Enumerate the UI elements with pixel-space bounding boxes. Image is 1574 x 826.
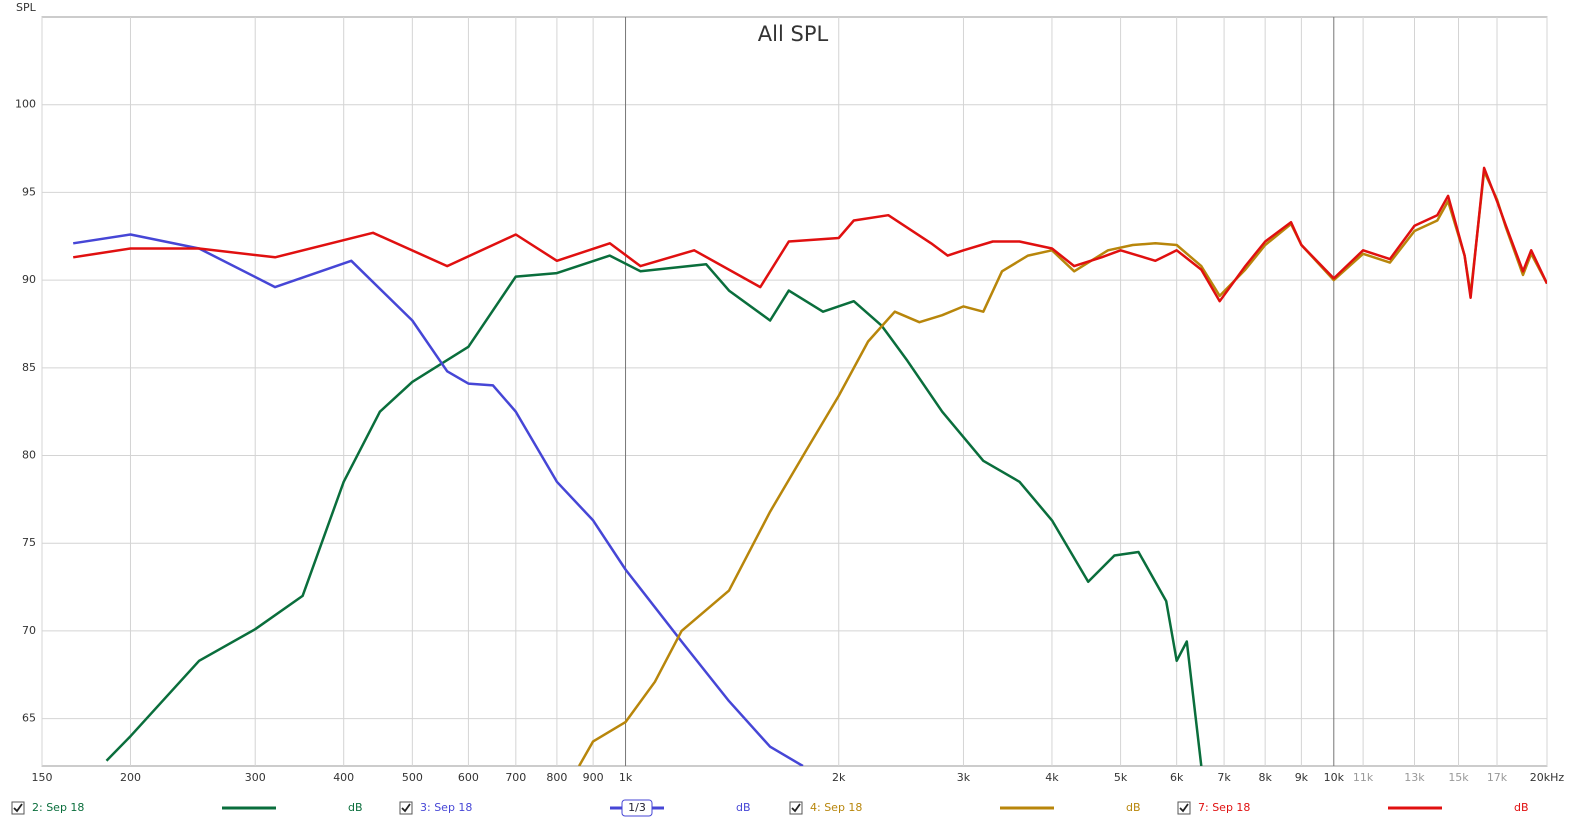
x-tick-label: 11k [1353,771,1374,784]
y-axis-label: SPL [16,1,37,14]
legend-checkmark [1179,803,1189,813]
x-tick-label: 2k [832,771,846,784]
chart-title: All SPL [758,22,829,46]
legend-checkbox[interactable] [399,801,413,815]
x-tick-label: 800 [546,771,567,784]
y-tick-label: 65 [22,712,36,725]
x-tick-label: 20kHz [1530,771,1565,784]
x-tick-label: 200 [120,771,141,784]
x-tick-label: 17k [1487,771,1508,784]
x-tick-label: 700 [505,771,526,784]
legend-checkmark [13,803,23,813]
legend-checkmark [401,803,411,813]
legend-checkbox[interactable] [1177,801,1191,815]
legend-label: 2: Sep 18 [32,801,84,814]
x-tick-label: 15k [1448,771,1469,784]
legend-label: 3: Sep 18 [420,801,472,814]
legend-item: 7: Sep 18 dB [1177,801,1529,815]
y-tick-label: 95 [22,185,36,198]
series-group [73,166,1547,766]
y-tick-label: 80 [22,449,36,462]
legend-checkbox[interactable] [789,801,803,815]
x-tick-label: 3k [957,771,971,784]
x-tick-label: 8k [1258,771,1272,784]
x-tick-label: 300 [245,771,266,784]
series-line [73,233,804,766]
plot-area [41,16,1548,767]
y-tick-label: 75 [22,536,36,549]
x-tick-label: 6k [1170,771,1184,784]
legend-item: 2: Sep 18 dB [11,801,363,815]
x-tick-label: 7k [1217,771,1231,784]
y-tick-label: 90 [22,273,36,286]
x-tick-label: 900 [583,771,604,784]
x-tick-label: 13k [1404,771,1425,784]
legend-item: 4: Sep 18 dB [789,801,1141,815]
legend-checkbox[interactable] [11,801,25,815]
legend-label: 7: Sep 18 [1198,801,1250,814]
y-tick-label: 100 [15,98,36,111]
smoothing-label: 1/3 [628,801,646,814]
x-tick-label: 150 [32,771,53,784]
series-line [105,254,1203,766]
x-tick-label: 600 [458,771,479,784]
x-tick-label: 9k [1295,771,1309,784]
x-tick-label: 400 [333,771,354,784]
legend-unit: dB [348,801,363,814]
legend-unit: dB [736,801,751,814]
legend-label: 4: Sep 18 [810,801,862,814]
legend-checkmark [791,803,801,813]
x-tick-label: 1k [619,771,633,784]
legend-unit: dB [1126,801,1141,814]
y-tick-label: 85 [22,361,36,374]
legend-unit: dB [1514,801,1529,814]
x-tick-label: 500 [402,771,423,784]
x-tick-label: 5k [1114,771,1128,784]
series-line [73,166,1547,303]
x-tick-label: 10k [1324,771,1345,784]
smoothing-box [621,799,653,817]
x-tick-label: 4k [1045,771,1059,784]
y-tick-label: 70 [22,624,36,637]
legend-item: 3: Sep 18 1/3 dB [399,799,751,817]
